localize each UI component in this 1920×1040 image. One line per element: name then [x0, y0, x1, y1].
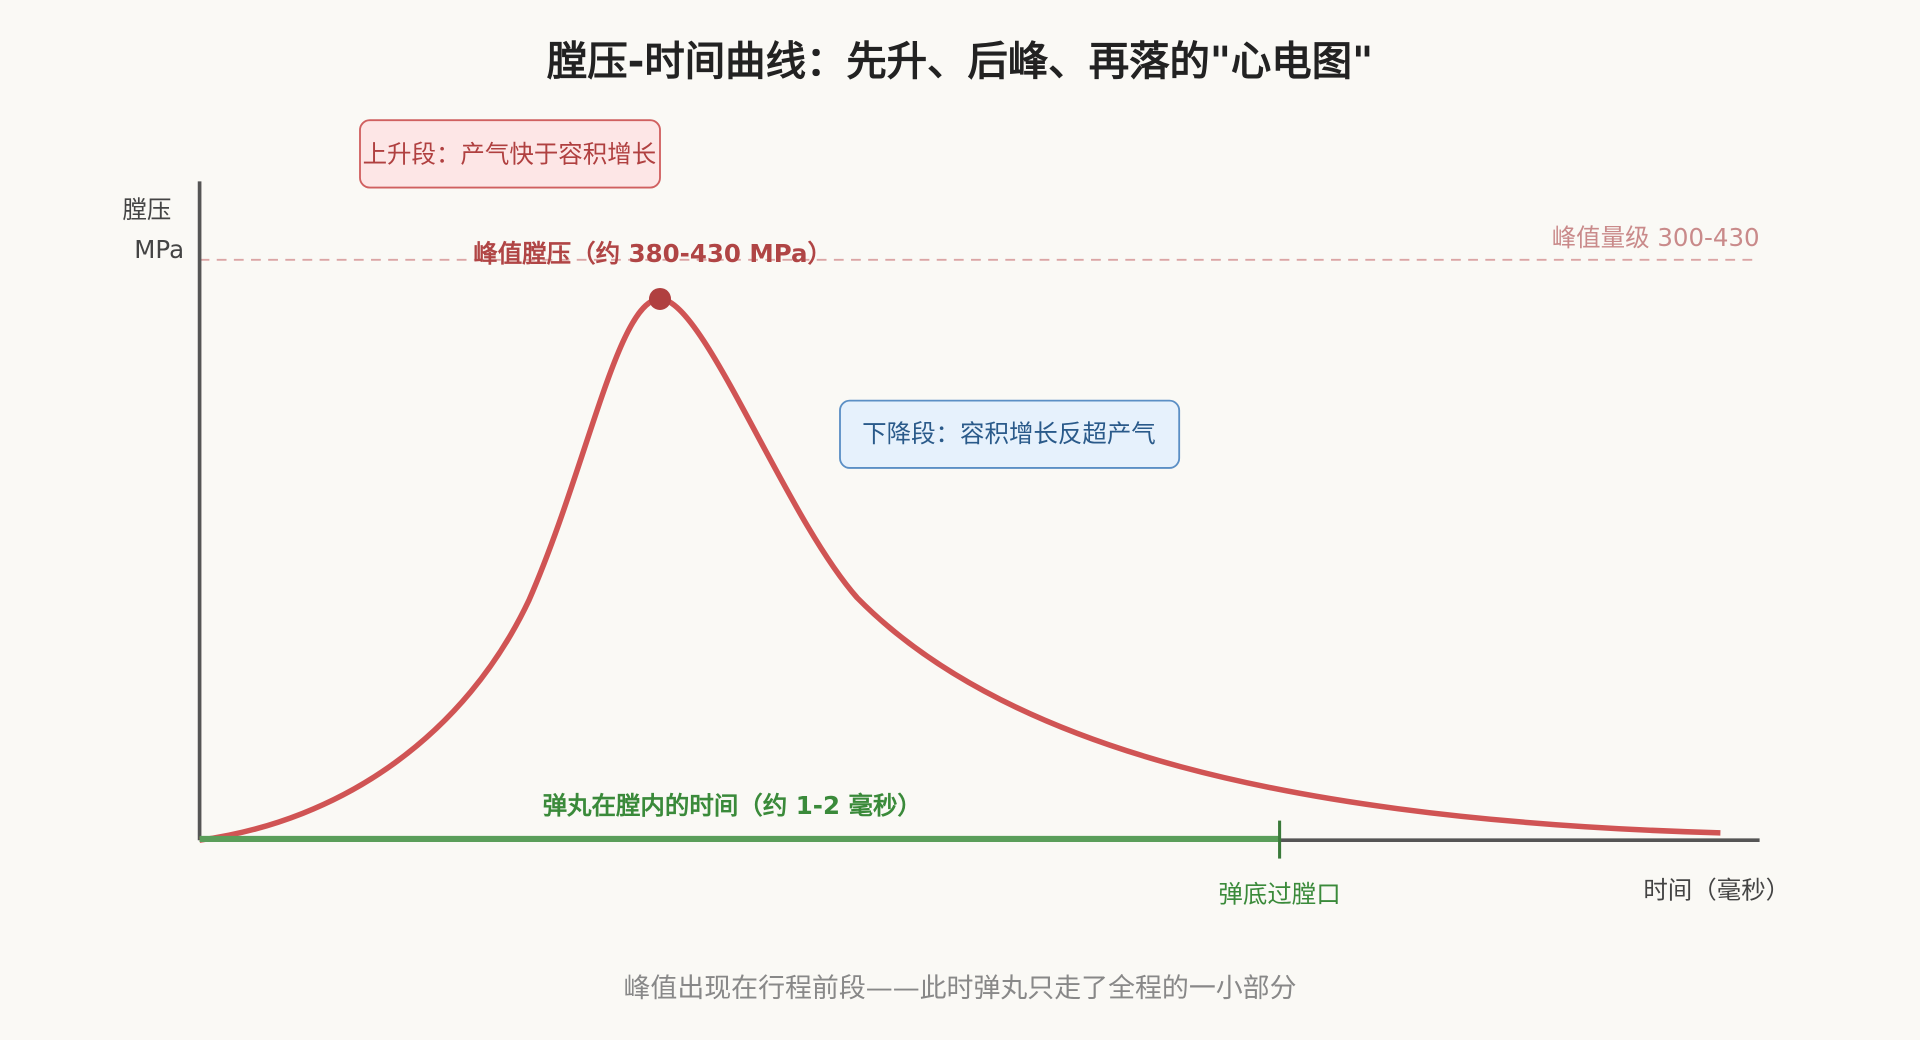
- in-bore-label: 弹丸在膛内的时间（约 1-2 毫秒）: [543, 791, 922, 820]
- caption: 峰值出现在行程前段——此时弹丸只走了全程的一小部分: [623, 973, 1296, 1004]
- fall-label: 下降段：容积增长反超产气: [862, 419, 1156, 448]
- y-axis-label: 膛压: [122, 195, 171, 224]
- reference-label: 峰值量级 300-430: [1552, 223, 1760, 252]
- y-axis-unit: MPa: [134, 235, 184, 264]
- rise-label: 上升段：产气快于容积增长: [363, 140, 657, 169]
- muzzle-label: 弹底过膛口: [1218, 879, 1340, 908]
- x-axis-label: 时间（毫秒）: [1643, 876, 1790, 905]
- peak-dot: [648, 287, 672, 310]
- rise-box: [359, 119, 661, 189]
- fall-box: [839, 399, 1181, 469]
- peak-label: 峰值膛压（约 380-430 MPa）: [473, 239, 832, 268]
- title: 膛压-时间曲线：先升、后峰、再落的"心电图": [546, 37, 1373, 85]
- pressure-curve: [199, 296, 1721, 843]
